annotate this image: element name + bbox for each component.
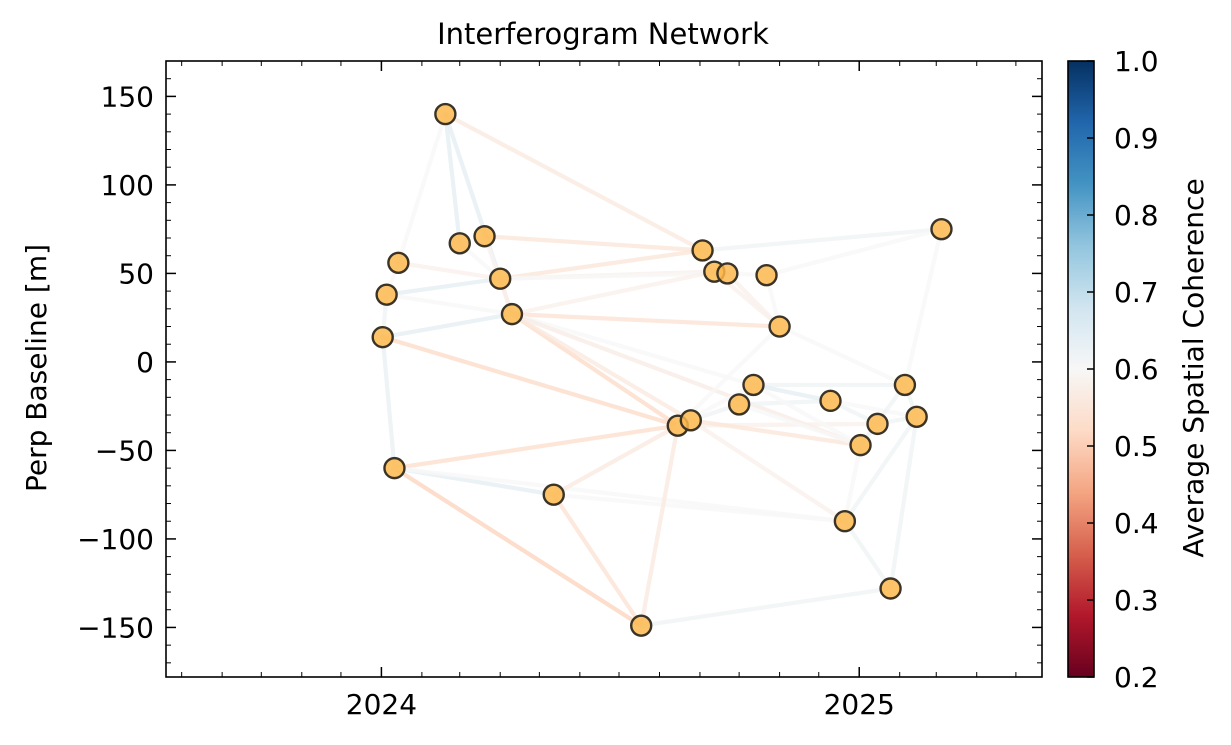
pair-line: [509, 312, 756, 388]
acquisition-point: [383, 456, 406, 480]
pair-line: [751, 382, 863, 448]
pair-line: [551, 492, 847, 524]
acquisition-point: [866, 412, 889, 436]
colorbar-tick-label: 0.4: [1114, 507, 1159, 540]
pair-line: [443, 112, 462, 246]
pair-line: [384, 276, 503, 297]
pair-line: [675, 324, 782, 428]
pair-line: [551, 492, 644, 628]
chart-title: Interferogram Network: [437, 17, 769, 51]
acquisition-point: [930, 217, 953, 241]
plot-frame: [165, 60, 1043, 678]
acquisition-point: [833, 510, 857, 533]
acquisition-point: [742, 373, 765, 397]
acquisition-markers: [371, 102, 953, 637]
pair-line: [700, 227, 944, 253]
acquisition-point: [542, 483, 565, 506]
y-tick-label: 150: [101, 80, 154, 113]
acquisition-point: [489, 267, 512, 290]
pair-line: [842, 414, 919, 524]
x-tick-label: 2024: [346, 688, 417, 721]
acquisition-point: [691, 239, 714, 262]
coherence-colorbar: 1.0 0.9 0.8 0.7 0.6 0.5 0.4 0.3 0.2: [1067, 45, 1159, 694]
acquisition-point: [716, 262, 739, 285]
colorbar-tick-label: 1.0: [1114, 45, 1159, 78]
acquisition-point: [768, 315, 791, 338]
colorbar-tick-label: 0.2: [1114, 661, 1159, 694]
pair-line: [688, 418, 863, 448]
pair-line: [509, 269, 717, 317]
y-tick-label: −50: [95, 434, 154, 467]
pair-line: [828, 398, 919, 419]
interferogram-pairs: [380, 112, 944, 628]
y-tick-label: 50: [118, 257, 154, 290]
pair-line: [737, 402, 863, 448]
acquisition-point: [630, 614, 653, 637]
pair-line: [380, 312, 515, 340]
pair-line: [725, 271, 782, 329]
pair-line: [639, 586, 893, 628]
plot-axes: 150 100 50 0 −50 −100 −150 2024 2025: [77, 60, 1043, 721]
pair-line: [482, 234, 705, 253]
colorbar-tick-label: 0.6: [1114, 353, 1159, 386]
acquisition-point: [371, 325, 394, 349]
pair-line: [380, 335, 397, 471]
acquisition-point: [387, 251, 410, 274]
pair-line: [384, 292, 515, 317]
y-axis-label: Perp Baseline [m]: [20, 244, 53, 492]
acquisition-point: [679, 409, 703, 432]
pair-line: [842, 443, 863, 524]
pair-line: [392, 423, 680, 471]
acquisition-point: [819, 389, 842, 413]
acquisition-point: [473, 225, 496, 248]
colorbar-label: Average Spatial Coherence: [1177, 178, 1210, 557]
pair-line: [396, 260, 503, 281]
acquisition-point: [434, 102, 457, 126]
pair-line: [777, 324, 908, 388]
acquisition-point: [500, 302, 524, 326]
pair-line: [842, 519, 893, 591]
pair-line: [688, 418, 847, 524]
pair-line: [888, 414, 919, 591]
colorbar-tick-label: 0.5: [1114, 430, 1159, 463]
pair-line: [509, 312, 782, 329]
y-tick-label: −100: [77, 523, 154, 556]
pair-line: [443, 112, 705, 253]
pair-line: [380, 335, 680, 428]
pair-line: [392, 466, 644, 628]
acquisition-point: [879, 577, 902, 600]
pair-line: [639, 423, 680, 628]
pair-line: [498, 271, 730, 281]
pair-line: [764, 227, 944, 278]
colorbar-tick-label: 0.7: [1114, 276, 1159, 309]
y-tick-label: −150: [77, 611, 154, 644]
acquisition-point: [905, 405, 928, 428]
pair-line: [509, 312, 693, 423]
acquisition-point: [375, 283, 398, 306]
y-tick-label: 100: [101, 169, 154, 202]
acquisition-point: [448, 232, 471, 255]
pair-line: [751, 382, 833, 403]
acquisition-point: [849, 433, 872, 457]
colorbar-tick-label: 0.3: [1114, 584, 1159, 617]
pair-line: [396, 112, 448, 265]
pair-line: [902, 227, 944, 388]
acquisition-point: [893, 373, 917, 397]
colorbar-tick-label: 0.8: [1114, 199, 1159, 232]
acquisition-point: [755, 263, 778, 287]
x-tick-label: 2025: [824, 688, 895, 721]
colorbar-tick-label: 0.9: [1114, 122, 1159, 155]
acquisition-point: [727, 393, 751, 416]
pair-line: [551, 423, 680, 497]
y-tick-label: 0: [136, 346, 154, 379]
pair-line: [498, 248, 705, 281]
